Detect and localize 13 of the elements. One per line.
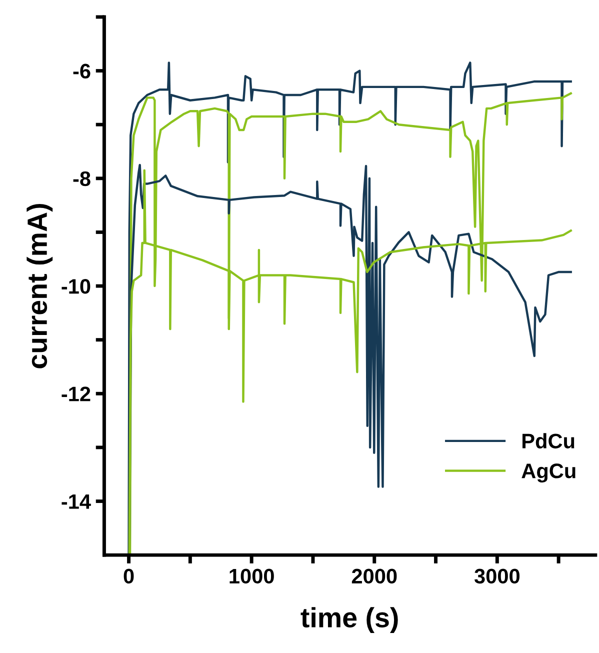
y-tick-label: -8 (73, 171, 90, 186)
y-tick-label: -14 (62, 494, 91, 509)
x-tick-label: 3000 (474, 568, 520, 584)
y-tick-label: -6 (73, 64, 90, 79)
x-tick-label: 1000 (230, 568, 274, 584)
y-axis-title: current (mA) (26, 204, 53, 368)
y-tick-label: -10 (62, 279, 90, 294)
legend-label: AgCu (522, 464, 576, 482)
x-tick-label: 0 (124, 568, 134, 584)
x-axis-title: time (s) (300, 607, 398, 634)
y-tick-label: -12 (62, 386, 90, 402)
x-tick-label: 2000 (352, 568, 397, 584)
legend-label: PdCu (522, 433, 574, 448)
